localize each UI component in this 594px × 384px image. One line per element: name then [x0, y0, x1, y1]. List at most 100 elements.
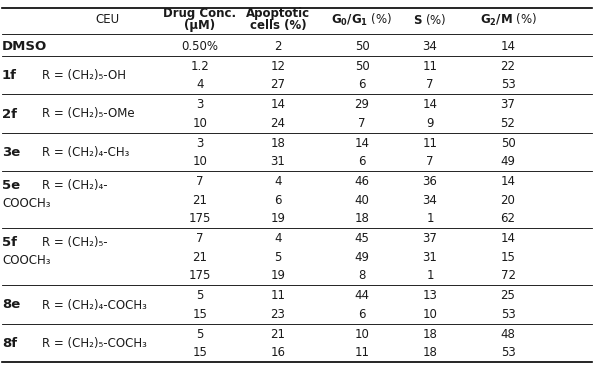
Text: 21: 21	[192, 251, 207, 264]
Text: R = (CH₂)₅-COCH₃: R = (CH₂)₅-COCH₃	[42, 337, 147, 350]
Text: 16: 16	[270, 346, 286, 359]
Text: CEU: CEU	[95, 13, 119, 26]
Text: 15: 15	[192, 346, 207, 359]
Text: 25: 25	[501, 289, 516, 302]
Text: 5: 5	[196, 328, 204, 341]
Text: 7: 7	[196, 232, 204, 245]
Text: Drug Conc.: Drug Conc.	[163, 8, 236, 20]
Text: 18: 18	[270, 137, 286, 150]
Text: 5f: 5f	[2, 236, 17, 249]
Text: 3: 3	[196, 98, 204, 111]
Text: Apoptotic: Apoptotic	[246, 8, 310, 20]
Text: R = (CH₂)₄-COCH₃: R = (CH₂)₄-COCH₃	[42, 298, 147, 311]
Text: 14: 14	[355, 137, 369, 150]
Text: (μM): (μM)	[185, 18, 216, 31]
Text: 0.50%: 0.50%	[182, 40, 219, 53]
Text: 11: 11	[422, 60, 438, 73]
Text: 46: 46	[355, 175, 369, 188]
Text: COOCH₃: COOCH₃	[2, 255, 50, 267]
Text: 8f: 8f	[2, 337, 17, 350]
Text: 10: 10	[422, 308, 437, 321]
Text: 24: 24	[270, 117, 286, 130]
Text: 14: 14	[422, 98, 438, 111]
Text: 49: 49	[355, 251, 369, 264]
Text: 1: 1	[426, 212, 434, 225]
Text: DMSO: DMSO	[2, 40, 48, 53]
Text: 1: 1	[426, 269, 434, 282]
Text: 19: 19	[270, 269, 286, 282]
Text: 50: 50	[355, 40, 369, 53]
Text: 7: 7	[196, 175, 204, 188]
Text: cells (%): cells (%)	[249, 18, 307, 31]
Text: $\mathbf{G_0/G_1}$ (%): $\mathbf{G_0/G_1}$ (%)	[331, 12, 393, 28]
Text: 10: 10	[192, 117, 207, 130]
Text: 15: 15	[501, 251, 516, 264]
Text: 21: 21	[192, 194, 207, 207]
Text: 4: 4	[274, 232, 282, 245]
Text: 14: 14	[501, 175, 516, 188]
Text: 34: 34	[422, 194, 437, 207]
Text: 4: 4	[196, 78, 204, 91]
Text: 2: 2	[274, 40, 282, 53]
Text: 44: 44	[355, 289, 369, 302]
Text: R = (CH₂)₄-: R = (CH₂)₄-	[42, 179, 108, 192]
Text: 53: 53	[501, 346, 516, 359]
Text: 23: 23	[270, 308, 286, 321]
Text: 19: 19	[270, 212, 286, 225]
Text: 6: 6	[358, 155, 366, 168]
Text: 40: 40	[355, 194, 369, 207]
Text: 31: 31	[422, 251, 437, 264]
Text: 22: 22	[501, 60, 516, 73]
Text: 11: 11	[422, 137, 438, 150]
Text: 6: 6	[358, 308, 366, 321]
Text: 15: 15	[192, 308, 207, 321]
Text: 29: 29	[355, 98, 369, 111]
Text: 18: 18	[355, 212, 369, 225]
Text: 52: 52	[501, 117, 516, 130]
Text: 4: 4	[274, 175, 282, 188]
Text: 18: 18	[422, 328, 437, 341]
Text: 1.2: 1.2	[191, 60, 209, 73]
Text: 37: 37	[422, 232, 437, 245]
Text: $\mathbf{S}$ (%): $\mathbf{S}$ (%)	[413, 12, 447, 27]
Text: 72: 72	[501, 269, 516, 282]
Text: 7: 7	[358, 117, 366, 130]
Text: 27: 27	[270, 78, 286, 91]
Text: 21: 21	[270, 328, 286, 341]
Text: 18: 18	[422, 346, 437, 359]
Text: R = (CH₂)₅-: R = (CH₂)₅-	[42, 236, 108, 249]
Text: 49: 49	[501, 155, 516, 168]
Text: 7: 7	[426, 155, 434, 168]
Text: 14: 14	[501, 40, 516, 53]
Text: COOCH₃: COOCH₃	[2, 197, 50, 210]
Text: 14: 14	[270, 98, 286, 111]
Text: 14: 14	[501, 232, 516, 245]
Text: 5: 5	[274, 251, 282, 264]
Text: 10: 10	[355, 328, 369, 341]
Text: 50: 50	[501, 137, 516, 150]
Text: R = (CH₂)₄-CH₃: R = (CH₂)₄-CH₃	[42, 146, 129, 159]
Text: 7: 7	[426, 78, 434, 91]
Text: 34: 34	[422, 40, 437, 53]
Text: 13: 13	[422, 289, 437, 302]
Text: 8: 8	[358, 269, 366, 282]
Text: 48: 48	[501, 328, 516, 341]
Text: 175: 175	[189, 212, 211, 225]
Text: 62: 62	[501, 212, 516, 225]
Text: 11: 11	[355, 346, 369, 359]
Text: 53: 53	[501, 78, 516, 91]
Text: 6: 6	[358, 78, 366, 91]
Text: 31: 31	[270, 155, 286, 168]
Text: 8e: 8e	[2, 298, 20, 311]
Text: 53: 53	[501, 308, 516, 321]
Text: 36: 36	[422, 175, 437, 188]
Text: 1f: 1f	[2, 69, 17, 82]
Text: 6: 6	[274, 194, 282, 207]
Text: 37: 37	[501, 98, 516, 111]
Text: $\mathbf{G_2/M}$ (%): $\mathbf{G_2/M}$ (%)	[479, 12, 536, 28]
Text: 5e: 5e	[2, 179, 20, 192]
Text: 12: 12	[270, 60, 286, 73]
Text: 3e: 3e	[2, 146, 20, 159]
Text: 5: 5	[196, 289, 204, 302]
Text: 9: 9	[426, 117, 434, 130]
